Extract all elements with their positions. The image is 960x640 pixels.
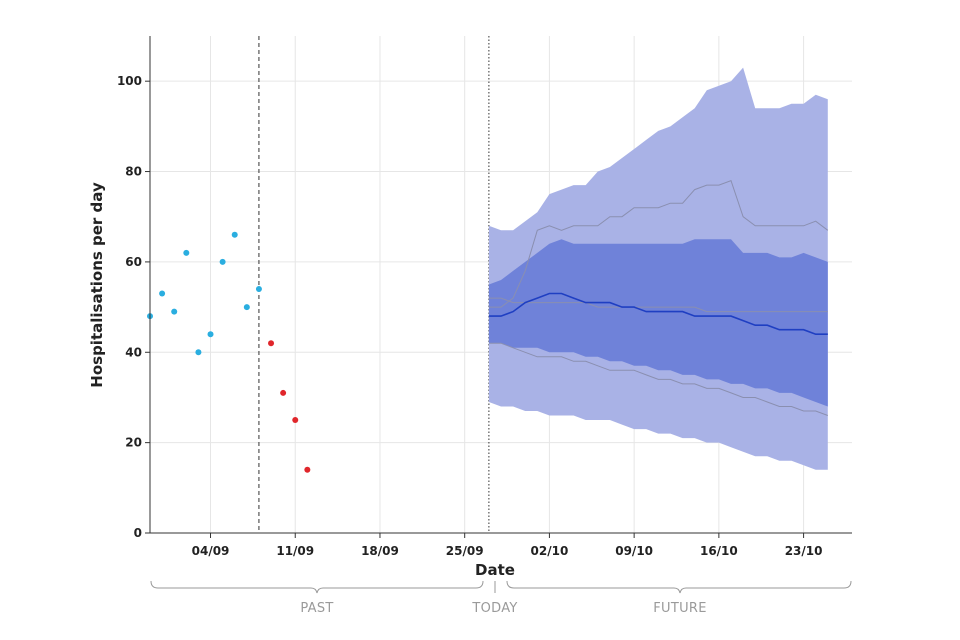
x-tick-label: 25/09: [446, 544, 484, 558]
axes: [149, 36, 852, 534]
observed-point: [195, 349, 202, 356]
inner-interval-band: [488, 239, 828, 407]
past-brace: [150, 580, 484, 594]
x-tick-label: 04/09: [192, 544, 230, 558]
y-tick-label: 80: [125, 165, 142, 179]
observed-point: [255, 286, 262, 293]
sample-trajectory-lower: [488, 342, 828, 416]
recent-point: [304, 466, 311, 473]
sample-trajectory-upper: [488, 179, 829, 308]
observed-point: [219, 258, 226, 265]
observed-point: [171, 308, 178, 315]
observed-point: [159, 290, 166, 297]
forecast-bands: [488, 67, 828, 470]
past-label: PAST: [300, 601, 333, 616]
median-forecast-line: [488, 292, 828, 335]
x-tick-label: 18/09: [361, 544, 399, 558]
observed-point: [183, 249, 190, 256]
y-tick-label: 100: [117, 74, 142, 88]
observed-point: [231, 231, 238, 238]
observed-points: [147, 231, 311, 473]
x-tick-label: 16/10: [700, 544, 738, 558]
x-tick-label: 02/10: [531, 544, 569, 558]
y-tick-label: 40: [125, 345, 142, 359]
recent-point: [280, 389, 287, 396]
today-label: TODAY: [471, 601, 517, 616]
recent-point: [292, 417, 299, 424]
future-label: FUTURE: [653, 601, 707, 616]
future-brace: [506, 580, 852, 594]
observed-point: [243, 304, 250, 311]
observed-point: [207, 331, 214, 338]
phase-braces: [150, 580, 852, 594]
y-tick-label: 20: [125, 436, 142, 450]
x-axis-title: Date: [475, 561, 515, 579]
x-tick-label: 23/10: [785, 544, 823, 558]
tick-labels: 0 20 40 60 80 100 04/09 11/09 18/09 25/09 02/10 09/…: [117, 74, 823, 558]
y-tick-label: 60: [125, 255, 142, 269]
sample-trajectory-mid: [488, 297, 828, 313]
x-tick-label: 11/09: [276, 544, 314, 558]
x-tick-label: 09/10: [615, 544, 653, 558]
y-axis-title: Hospitalisations per day: [88, 182, 106, 388]
y-tick-label: 0: [134, 526, 142, 540]
forecast-lines: [488, 179, 829, 416]
recent-point: [268, 340, 275, 347]
